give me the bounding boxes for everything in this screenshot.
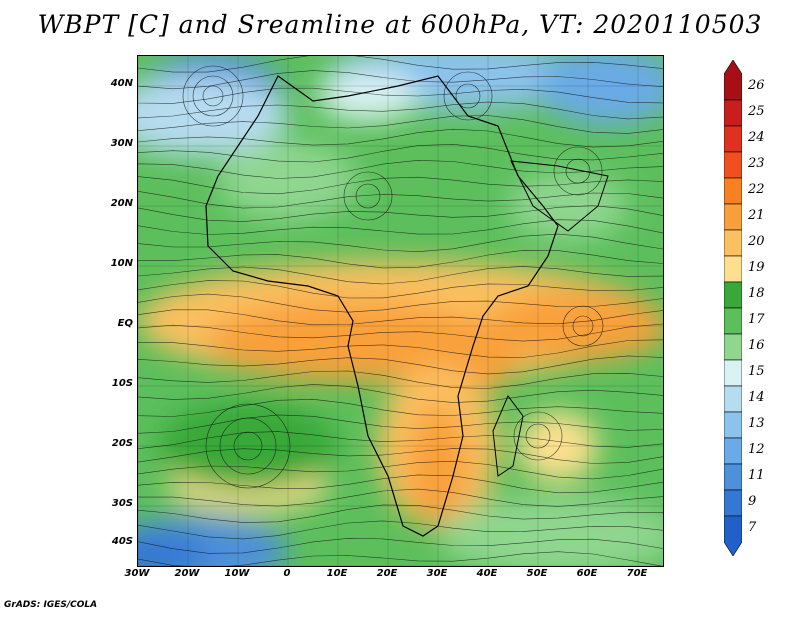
africa-coastline [205, 75, 559, 537]
colorbar-label: 21 [748, 208, 765, 223]
colorbar-label: 16 [748, 338, 765, 353]
grads-credit: GrADS: IGES/COLA [4, 600, 98, 610]
lat-tick-label: 40N [110, 78, 133, 89]
lon-tick-label: 20E [376, 568, 398, 579]
lon-tick-label: 10W [224, 568, 250, 579]
madagascar-coastline [492, 395, 524, 477]
lon-tick-label: 30E [426, 568, 448, 579]
lat-tick-label: 10S [111, 378, 133, 389]
colorbar-label: 22 [748, 182, 765, 197]
colorbar-label: 23 [748, 156, 765, 171]
lat-tick-label: 10N [110, 258, 133, 269]
colorbar-segment [724, 203, 742, 231]
streamline-vortices [182, 65, 604, 489]
lat-tick-label: 30N [110, 138, 133, 149]
colorbar-segment [724, 281, 742, 309]
map-plot-area [137, 55, 664, 567]
lon-tick-label: 50E [526, 568, 548, 579]
colorbar-label: 9 [748, 494, 757, 509]
lat-tick-label: 30S [111, 498, 133, 509]
colorbar-segment [724, 229, 742, 257]
colorbar-label: 11 [748, 468, 765, 483]
chart-title: WBPT [C] and Sreamline at 600hPa, VT: 20… [37, 10, 763, 39]
lon-tick-label: 20W [174, 568, 200, 579]
lon-tick-label: 30W [124, 568, 150, 579]
colorbar-segment [724, 463, 742, 491]
colorbar-segment [724, 151, 742, 179]
colorbar-segment [724, 125, 742, 153]
colorbar-label: 13 [748, 416, 765, 431]
colorbar-segment [724, 60, 742, 101]
lon-tick-label: 10E [326, 568, 348, 579]
colorbar-segment [724, 437, 742, 465]
lon-tick-label: 70E [626, 568, 648, 579]
colorbar-segment [724, 177, 742, 205]
colorbar-label: 15 [748, 364, 765, 379]
colorbar-label: 19 [748, 260, 765, 275]
colorbar-segment [724, 489, 742, 517]
wbpt-field [138, 56, 663, 566]
colorbar-label: 25 [748, 104, 765, 119]
colorbar-label: 14 [748, 390, 765, 405]
colorbar-label: 18 [748, 286, 765, 301]
lon-tick-label: 40E [476, 568, 498, 579]
arabia-coastline [510, 160, 609, 232]
colorbar-label: 12 [748, 442, 765, 457]
lat-tick-label: 20N [110, 198, 133, 209]
colorbar-segment [724, 385, 742, 413]
colorbar-segment [724, 99, 742, 127]
lat-tick-label: 20S [111, 438, 133, 449]
colorbar-segment [724, 359, 742, 387]
colorbar-label: 17 [748, 312, 765, 327]
colorbar-segment [724, 515, 742, 556]
lat-tick-label: 40S [111, 536, 133, 547]
colorbar-label: 20 [748, 234, 765, 249]
lon-tick-label: 0 [283, 568, 291, 579]
streamlines [138, 56, 663, 566]
colorbar-segment [724, 411, 742, 439]
colorbar-segment [724, 333, 742, 361]
colorbar [724, 60, 742, 556]
colorbar-label: 24 [748, 130, 765, 145]
colorbar-label: 7 [748, 520, 757, 535]
lon-tick-label: 60E [576, 568, 598, 579]
colorbar-label: 26 [748, 78, 765, 93]
lat-tick-label: EQ [117, 318, 133, 329]
colorbar-segment [724, 307, 742, 335]
colorbar-segment [724, 255, 742, 283]
grid-lines [138, 56, 663, 566]
